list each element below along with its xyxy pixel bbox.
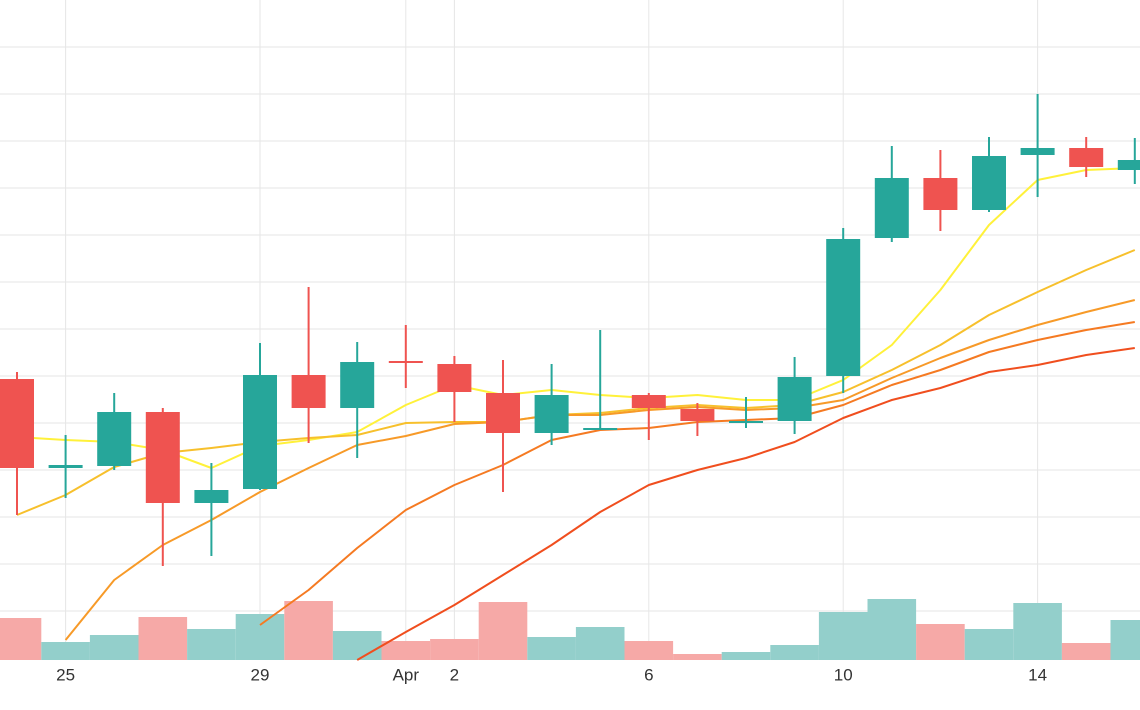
candle-body	[0, 379, 34, 468]
candle-body	[145, 412, 180, 503]
ma-line	[356, 347, 1135, 661]
volume-bar	[916, 624, 965, 660]
volume-bar	[1061, 643, 1111, 660]
volume-bar	[964, 629, 1014, 660]
x-tick-label: 29	[251, 665, 270, 684]
candle-body	[48, 465, 83, 468]
volume-bar	[41, 642, 90, 660]
volume-bar	[575, 627, 625, 660]
volume-bar	[284, 601, 333, 660]
volume-bar	[89, 635, 139, 660]
volume-bar	[673, 654, 722, 660]
volume-bar	[430, 639, 479, 660]
volume-bar	[527, 637, 576, 660]
candle-body	[972, 156, 1006, 210]
x-tick-label: 2	[450, 665, 459, 684]
x-tick-label: Apr	[393, 665, 420, 684]
candle-body	[340, 362, 375, 408]
volume-bar	[721, 652, 771, 660]
volume-bar	[0, 618, 42, 660]
candle-body	[437, 364, 472, 392]
candle-body	[243, 375, 277, 489]
volume-bar	[478, 602, 528, 660]
x-tick-label: 6	[644, 665, 653, 684]
candle-body	[874, 178, 909, 238]
volume-bar	[770, 645, 819, 660]
candle-body	[680, 409, 715, 421]
candle-body	[583, 428, 618, 430]
x-tick-label: 10	[834, 665, 853, 684]
candle-body	[923, 178, 958, 210]
candle-body	[1117, 160, 1140, 170]
volume-bar	[138, 617, 188, 660]
volume-bar	[381, 641, 431, 660]
candle-body	[486, 393, 520, 433]
volume-bar	[1110, 620, 1140, 660]
candle-body	[388, 361, 423, 363]
candle-body	[826, 239, 861, 376]
volume-bar	[867, 599, 917, 660]
volume-bar	[235, 614, 285, 660]
x-tick-label: 25	[56, 665, 75, 684]
candle-body	[631, 395, 666, 408]
candle-body	[729, 421, 763, 423]
candle-body	[1020, 148, 1055, 155]
candle-body	[534, 395, 569, 433]
candle-body	[291, 375, 326, 408]
volume-bar	[1013, 603, 1062, 660]
volume-bar	[187, 629, 236, 660]
candle-body	[1069, 148, 1104, 167]
candle-body	[777, 377, 812, 421]
ma-line	[16, 167, 1135, 469]
candle-body	[194, 490, 229, 503]
volume-bar	[818, 612, 868, 660]
volume-bar	[332, 631, 382, 660]
x-tick-label: 14	[1028, 665, 1047, 684]
candle-body	[97, 412, 132, 466]
volume-bar	[624, 641, 674, 660]
